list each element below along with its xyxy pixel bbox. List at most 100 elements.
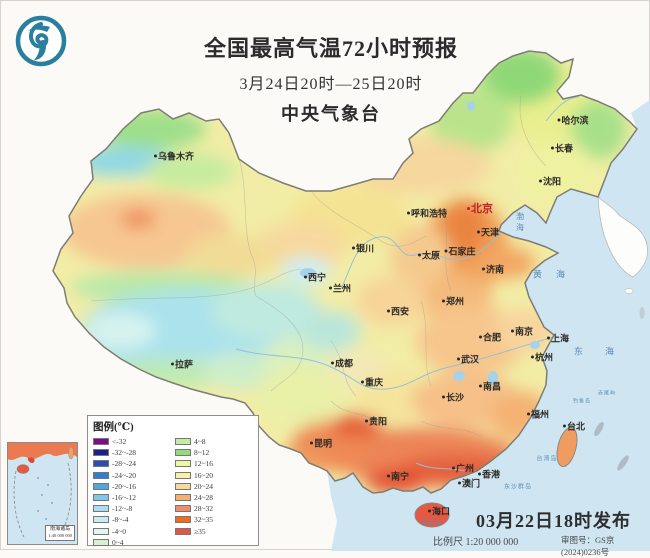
city-dot [456,357,460,361]
city-label: 台北 [562,420,585,433]
city-label: 贵阳 [364,415,387,428]
sea-label: 钓鱼岛 [572,399,592,405]
legend-label: <-32 [112,437,127,447]
city-dot [562,424,566,428]
city-label: 南京 [510,325,533,338]
legend-label: -24~-20 [112,470,137,480]
legend-item: ≥35 [175,526,213,537]
legend-swatch [93,516,109,524]
city-dot [364,419,368,423]
taiwan-island [556,426,578,468]
city-label: 长春 [550,142,574,155]
rivers [235,96,580,472]
city-name: 西安 [390,306,410,317]
island [624,288,634,294]
legend-swatch [175,494,191,502]
city-dot [550,146,554,150]
island [594,421,604,437]
inset-caption: 南海诸岛 1:40 000 000 [45,524,75,541]
city-label: 南宁 [386,470,410,483]
legend-label: -16~-12 [112,493,137,503]
city-label: 西宁 [303,271,326,284]
legend-item: 4~8 [175,436,213,447]
city-dot [478,335,482,339]
city-dot [417,253,421,257]
city-dot [546,336,550,340]
city-name: 福州 [530,409,550,420]
korea-landmass [597,196,648,278]
sea-label: 台湾岛 [536,456,558,463]
city-name: 昆明 [313,438,333,449]
cma-logo [15,15,67,67]
city-label: 济南 [481,263,505,276]
legend-item: 28~32 [175,503,213,514]
city-dot [328,286,332,290]
city-label: 兰州 [328,282,351,295]
city-name: 长春 [554,143,574,154]
city-name: 呼和浩特 [410,208,448,219]
legend-swatch [175,449,191,457]
city-dot [478,384,482,388]
legend-label: ≥35 [194,526,206,536]
legend-item: 12~16 [175,458,213,469]
legend-item: 20~24 [175,481,213,492]
city-name: 郑州 [445,296,465,307]
legend-label: 20~24 [194,481,214,491]
legend-swatch [93,505,109,513]
city-dot [477,472,481,476]
legend-item: -28~-24 [93,458,175,469]
sea-label: 东海 [573,346,637,357]
city-dot [451,466,455,470]
legend-title: 图例(℃) [93,422,134,433]
legend-item: <-32 [93,436,175,447]
city-dot [444,249,448,253]
city-dot [476,230,480,234]
city-label: 南昌 [478,380,501,393]
legend-item: 32~35 [175,514,213,525]
city-name: 南宁 [390,471,410,482]
legend-label: 32~35 [194,515,214,525]
city-dot [427,509,431,513]
legend-swatch [175,505,191,513]
south-china-sea-inset: 南海诸岛 1:40 000 000 [7,442,78,545]
legend-column-1: <-32 -32~-28 -28~-24 -24~-20 -20~-16 -16~-12-… [93,436,175,548]
approval-number: 审图号：GS京(2024)0236号 [561,535,615,557]
legend-swatch [175,516,191,524]
city-name: 香港 [481,469,501,480]
city-label: 上海 [546,332,570,345]
island [639,307,645,319]
city-label: 沈阳 [538,175,561,188]
sea-label: 东沙群岛 [503,484,533,491]
sea-label: 赤尾屿 [597,391,617,397]
city-label: 呼和浩特 [406,207,448,220]
legend-label: -12~-8 [112,504,133,514]
legend-item: -24~-20 [93,470,175,481]
legend-swatch [93,438,109,446]
legend-label: 8~12 [194,448,210,458]
legend-label: -32~-28 [112,448,137,458]
city-dot [360,380,364,384]
city-name: 拉萨 [174,359,194,370]
city-name: 合肥 [482,332,502,343]
legend-columns: <-32 -32~-28 -28~-24 -24~-20 -20~-16 -16~-12-… [93,436,253,548]
inset-title: 南海诸岛 [50,526,71,532]
city-name: 上海 [550,333,570,344]
city-name: 广州 [455,463,475,474]
city-label: 杭州 [530,351,553,364]
city-dot [170,362,174,366]
city-dot [386,309,390,313]
city-label: 海口 [427,505,450,518]
city-label: 长沙 [441,391,464,404]
legend-item: 24~28 [175,492,213,503]
city-label: 天津 [476,226,499,239]
legend-item: -16~-12 [93,492,175,503]
legend-label: 12~16 [194,459,214,469]
city-name: 济南 [485,264,505,275]
legend-item: -12~-8 [93,503,175,514]
map-scale: 比例尺 1:20 000 000 [433,537,519,548]
city-dot [441,299,445,303]
legend-swatch [175,438,191,446]
legend-swatch [175,527,191,535]
issue-time: 03月22日18时发布 [476,511,631,531]
